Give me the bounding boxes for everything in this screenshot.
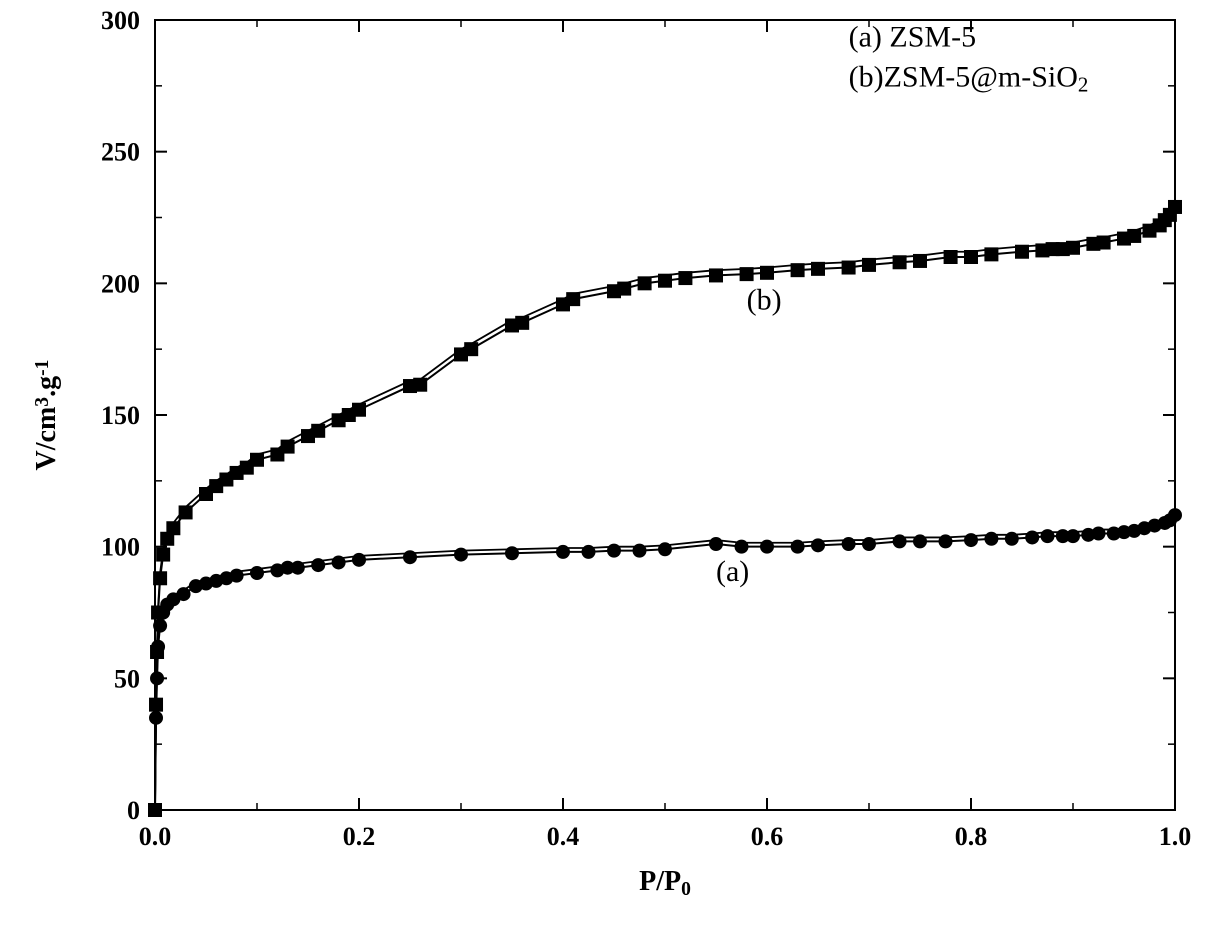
- series-a-marker: [230, 569, 244, 583]
- series-b-marker: [984, 247, 998, 261]
- chart-container: 0.0 0.2 0.4 0.6 0.8 1.0 0 50 100 150 200 250 300 P/P0…: [0, 0, 1215, 928]
- series-a-marker: [153, 619, 167, 633]
- series-a-marker: [984, 532, 998, 546]
- series-a-marker: [250, 566, 264, 580]
- series-b-marker: [760, 266, 774, 280]
- series-b-marker: [678, 271, 692, 285]
- series-a-marker: [964, 533, 978, 547]
- series-b-marker: [166, 521, 180, 535]
- series-b-marker: [150, 645, 164, 659]
- series-b-marker: [250, 453, 264, 467]
- series-a-marker: [403, 550, 417, 564]
- series-b-marker: [1127, 229, 1141, 243]
- series-b-marker: [149, 698, 163, 712]
- series-b-marker: [638, 276, 652, 290]
- x-axis-title: P/P0: [639, 866, 691, 900]
- x-tick-label: 1.0: [1159, 822, 1192, 851]
- series-b-marker: [842, 261, 856, 275]
- series-b-marker: [1097, 236, 1111, 250]
- series-b-marker: [153, 571, 167, 585]
- series-a-marker: [1005, 532, 1019, 546]
- series-a-marker: [352, 553, 366, 567]
- series-a-marker: [1066, 529, 1080, 543]
- x-tick-label: 0.6: [751, 822, 784, 851]
- series-a-annotation: (a): [716, 555, 749, 588]
- series-b-marker: [893, 255, 907, 269]
- series-a-marker: [1168, 508, 1182, 522]
- series-b-marker: [1015, 245, 1029, 259]
- series-a-marker: [607, 544, 621, 558]
- series-b-marker: [709, 268, 723, 282]
- series-a-marker: [1092, 527, 1106, 541]
- series-b-marker: [913, 254, 927, 268]
- series-b-marker: [352, 403, 366, 417]
- y-tick-label: 150: [101, 401, 140, 430]
- series-b-marker: [811, 262, 825, 276]
- series-b-marker: [566, 292, 580, 306]
- series-b-marker: [791, 263, 805, 277]
- series-b-marker: [464, 342, 478, 356]
- series-a-marker: [1025, 530, 1039, 544]
- series-a-marker: [939, 534, 953, 548]
- y-tick-label: 250: [101, 138, 140, 167]
- series-b-marker: [617, 282, 631, 296]
- series-a-marker: [893, 534, 907, 548]
- x-tick-label: 0.0: [139, 822, 172, 851]
- series-a-marker: [505, 546, 519, 560]
- series-a-marker: [332, 555, 346, 569]
- adsorption-isotherm-chart: 0.0 0.2 0.4 0.6 0.8 1.0 0 50 100 150 200 250 300 P/P0…: [0, 0, 1215, 928]
- series-b-marker: [148, 803, 162, 817]
- series-b-marker: [156, 548, 170, 562]
- series-a-marker: [735, 540, 749, 554]
- y-tick-label: 300: [101, 6, 140, 35]
- y-tick-label: 200: [101, 269, 140, 298]
- series-b-marker: [964, 250, 978, 264]
- series-b-marker: [413, 378, 427, 392]
- plot-area: [155, 20, 1175, 810]
- series-b-marker: [179, 505, 193, 519]
- series-b-marker: [862, 258, 876, 272]
- series-a-marker: [842, 537, 856, 551]
- series-b-marker: [515, 316, 529, 330]
- x-tick-label: 0.2: [343, 822, 376, 851]
- y-tick-label: 50: [114, 664, 140, 693]
- series-a-marker: [556, 545, 570, 559]
- series-b-marker: [1066, 241, 1080, 255]
- series-b-marker: [740, 267, 754, 281]
- series-a-marker: [862, 537, 876, 551]
- legend-line-0: (a) ZSM-5: [849, 20, 976, 53]
- y-tick-label: 100: [101, 533, 140, 562]
- legend-line-1: (b)ZSM-5@m-SiO2: [849, 60, 1089, 96]
- x-tick-label: 0.8: [955, 822, 988, 851]
- series-a-marker: [454, 548, 468, 562]
- series-b-marker: [311, 424, 325, 438]
- series-a-marker: [913, 534, 927, 548]
- y-axis-title: V/cm3.g-1: [31, 360, 62, 471]
- series-a-marker: [709, 537, 723, 551]
- series-a-marker: [1041, 529, 1055, 543]
- y-tick-label: 0: [127, 796, 140, 825]
- series-b-annotation: (b): [747, 284, 782, 317]
- series-a-marker: [658, 542, 672, 556]
- series-a-marker: [177, 587, 191, 601]
- x-tick-label: 0.4: [547, 822, 580, 851]
- series-b-marker: [658, 274, 672, 288]
- series-b-marker: [944, 250, 958, 264]
- series-a-marker: [811, 538, 825, 552]
- series-a-marker: [791, 540, 805, 554]
- series-a-marker: [582, 545, 596, 559]
- series-a-marker: [633, 544, 647, 558]
- series-a-marker: [291, 561, 305, 575]
- series-a-marker: [760, 540, 774, 554]
- series-b-marker: [151, 606, 165, 620]
- series-b-marker: [281, 440, 295, 454]
- series-b-marker: [1168, 200, 1182, 214]
- series-a-marker: [311, 558, 325, 572]
